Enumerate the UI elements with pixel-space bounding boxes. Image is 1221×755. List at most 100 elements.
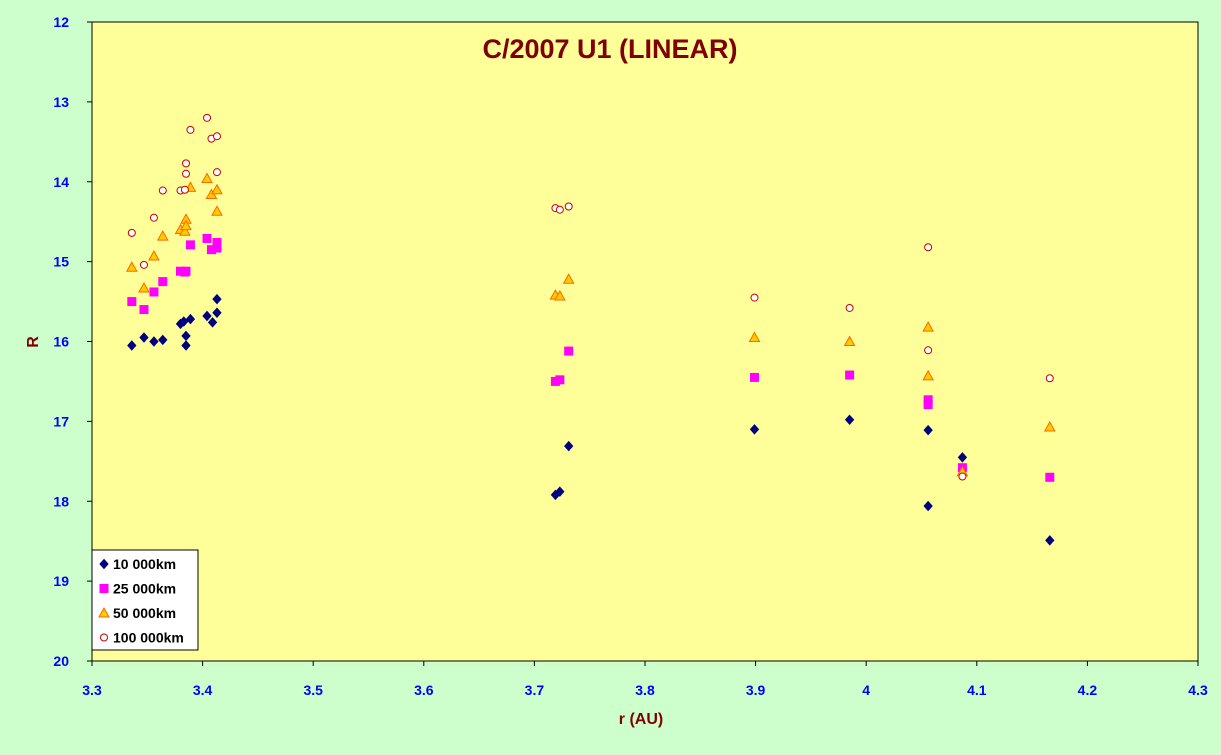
data-point <box>127 340 137 351</box>
legend-marker <box>100 633 108 642</box>
x-tick-label: 4.2 <box>1078 682 1098 698</box>
data-point <box>555 486 565 497</box>
legend: 10 000km 25 000km 50 000km 100 000km <box>91 549 199 651</box>
data-point <box>553 289 566 301</box>
x-tick-label: 3.3 <box>82 682 102 698</box>
data-point <box>562 273 575 284</box>
y-tick-label: 17 <box>53 413 69 429</box>
data-point <box>555 205 564 214</box>
data-point <box>923 500 933 512</box>
data-point <box>148 250 160 261</box>
data-point <box>1045 374 1054 383</box>
data-point <box>203 113 212 122</box>
data-point <box>844 414 855 426</box>
data-point <box>202 233 212 243</box>
data-point <box>127 228 136 237</box>
y-tick-label: 12 <box>53 14 69 30</box>
data-point <box>139 260 148 269</box>
data-point <box>182 159 191 168</box>
data-point <box>186 125 195 134</box>
x-axis-ticks: 3.3 3.4 3.5 3.6 3.7 3.8 3.9 4 4.1 4.2 4.3 <box>82 661 1208 698</box>
data-point <box>125 261 138 272</box>
legend-label: 100 000km <box>113 630 184 646</box>
data-point <box>958 472 967 481</box>
data-points <box>125 113 1056 546</box>
data-point <box>922 369 934 381</box>
data-point <box>924 243 933 252</box>
series-circle <box>127 113 1054 481</box>
series-diamond <box>127 293 1055 546</box>
data-point <box>923 424 933 436</box>
x-tick-label: 4.3 <box>1188 682 1208 698</box>
data-point <box>149 287 159 297</box>
data-point <box>564 346 574 356</box>
data-point <box>181 340 191 351</box>
data-point <box>212 243 222 253</box>
data-point <box>185 313 196 325</box>
data-point <box>749 372 759 382</box>
data-point <box>158 277 168 287</box>
data-point <box>555 375 565 385</box>
data-point <box>185 240 195 250</box>
x-axis-label: r (AU) <box>619 711 663 728</box>
data-point <box>211 183 223 195</box>
data-point <box>1045 472 1055 482</box>
data-point <box>957 452 968 463</box>
y-tick-label: 18 <box>53 493 69 509</box>
data-point <box>182 169 191 178</box>
data-point <box>564 202 573 211</box>
y-tick-label: 16 <box>53 334 69 350</box>
data-point <box>845 370 855 380</box>
data-point <box>564 440 574 452</box>
data-point <box>139 305 149 315</box>
data-point <box>1043 420 1056 432</box>
legend-box <box>91 549 199 651</box>
y-tick-label: 15 <box>53 254 69 270</box>
x-tick-label: 3.5 <box>303 682 323 698</box>
data-point <box>181 266 191 276</box>
data-point <box>749 424 760 435</box>
data-point <box>149 336 159 347</box>
legend-label: 50 000km <box>113 605 176 621</box>
data-point <box>138 281 150 293</box>
data-point <box>202 310 212 322</box>
data-point <box>750 293 759 302</box>
y-tick-label: 19 <box>53 573 69 589</box>
x-tick-label: 3.9 <box>746 682 766 698</box>
x-tick-label: 4.1 <box>967 682 987 698</box>
data-point <box>180 219 192 231</box>
legend-marker <box>98 606 110 618</box>
legend-label: 25 000km <box>113 581 176 597</box>
data-point <box>1045 535 1055 546</box>
x-tick-label: 3.7 <box>525 682 545 698</box>
data-point <box>843 335 856 346</box>
data-point <box>212 307 222 318</box>
data-point <box>139 332 149 343</box>
data-point <box>924 346 933 355</box>
data-point <box>156 230 169 241</box>
data-point <box>149 213 158 222</box>
data-point <box>845 303 854 312</box>
data-point <box>179 225 191 236</box>
chart-title: C/2007 U1 (LINEAR) <box>482 34 737 64</box>
legend-marker <box>99 584 109 593</box>
data-point <box>207 317 218 328</box>
data-point <box>923 400 933 410</box>
x-tick-label: 4 <box>862 682 870 698</box>
y-tick-label: 14 <box>53 174 69 190</box>
data-point <box>158 186 167 195</box>
y-axis-label: R <box>25 336 42 348</box>
data-point <box>922 321 934 332</box>
x-tick-label: 3.6 <box>414 682 434 698</box>
data-point <box>211 205 223 216</box>
y-axis-ticks: 12 13 14 15 16 17 18 19 20 <box>53 14 92 669</box>
plot-area <box>91 21 1199 662</box>
data-point <box>748 331 761 343</box>
data-point <box>212 293 222 305</box>
x-tick-label: 3.4 <box>193 682 213 698</box>
y-tick-label: 20 <box>53 653 69 669</box>
data-point <box>179 316 189 327</box>
data-point <box>201 172 213 184</box>
